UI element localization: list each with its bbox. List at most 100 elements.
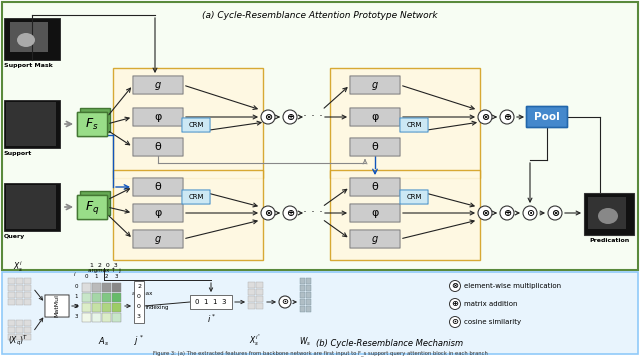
Text: indexing: indexing [146, 305, 170, 310]
Bar [8, 299, 15, 305]
Bar [16, 278, 23, 284]
Text: $F_s$: $F_s$ [85, 116, 99, 131]
Bar [92, 283, 101, 292]
Bar [82, 313, 91, 322]
FancyBboxPatch shape [350, 204, 400, 222]
Circle shape [261, 206, 275, 220]
Text: θ: θ [155, 182, 161, 192]
Bar [24, 320, 31, 326]
Bar [113, 68, 263, 178]
Bar [306, 292, 311, 298]
Bar [8, 285, 15, 291]
Bar [8, 320, 15, 326]
Bar [8, 292, 15, 298]
Circle shape [283, 206, 297, 220]
Circle shape [478, 110, 492, 124]
Circle shape [478, 206, 492, 220]
Text: $X_s^{i^*}$: $X_s^{i^*}$ [249, 332, 261, 348]
Bar [4, 18, 60, 60]
Bar [82, 283, 91, 292]
Text: θ: θ [155, 142, 161, 152]
Bar [6, 185, 56, 229]
Text: $(X_q)^T$: $(X_q)^T$ [8, 334, 28, 348]
Text: 1  2  0  3: 1 2 0 3 [90, 263, 118, 268]
Text: φ: φ [154, 208, 162, 218]
Bar [16, 334, 23, 340]
Text: 3: 3 [137, 314, 141, 319]
Text: θ: θ [372, 142, 378, 152]
Bar [248, 282, 255, 288]
Bar [102, 303, 111, 312]
Text: $A_s$: $A_s$ [99, 335, 109, 348]
Text: ⊕: ⊕ [286, 208, 294, 218]
Text: CRM: CRM [188, 122, 204, 128]
Bar [4, 100, 60, 148]
Bar [102, 313, 111, 322]
Text: · · ·: · · · [303, 111, 323, 124]
Text: ⊗: ⊗ [551, 208, 559, 218]
Text: ⊕: ⊕ [503, 112, 511, 122]
Text: · · ·: · · · [303, 207, 323, 219]
Bar [300, 299, 305, 305]
Text: cosine similarity: cosine similarity [464, 319, 521, 325]
Circle shape [261, 110, 275, 124]
Text: $X_s^i$: $X_s^i$ [13, 259, 23, 274]
Bar [300, 292, 305, 298]
Text: (b) Cycle-Resemblance Mechanism: (b) Cycle-Resemblance Mechanism [316, 339, 463, 348]
Bar [300, 285, 305, 291]
Bar [113, 170, 263, 260]
Text: 2: 2 [74, 305, 78, 310]
Text: 0: 0 [84, 274, 88, 279]
Text: 0: 0 [137, 294, 141, 299]
FancyBboxPatch shape [182, 118, 210, 132]
Bar [82, 293, 91, 302]
Bar [80, 191, 110, 215]
FancyBboxPatch shape [133, 138, 183, 156]
FancyBboxPatch shape [133, 76, 183, 94]
Text: 2: 2 [137, 284, 141, 289]
Bar [82, 303, 91, 312]
Bar [77, 112, 107, 136]
Bar [300, 306, 305, 312]
Bar [92, 313, 101, 322]
Circle shape [449, 316, 461, 328]
Text: φ: φ [154, 112, 162, 122]
Bar [134, 281, 144, 323]
Bar [256, 289, 263, 295]
Text: ⊗: ⊗ [264, 208, 272, 218]
Text: 3: 3 [74, 314, 78, 319]
Text: CRM: CRM [406, 194, 422, 200]
Circle shape [449, 299, 461, 310]
FancyBboxPatch shape [133, 178, 183, 196]
Text: ⊕: ⊕ [503, 208, 511, 218]
Text: Predication: Predication [589, 238, 629, 243]
Circle shape [548, 206, 562, 220]
Text: 2: 2 [104, 274, 108, 279]
Bar [24, 334, 31, 340]
Bar [256, 303, 263, 309]
Text: 1: 1 [74, 295, 78, 300]
Text: MatMul: MatMul [54, 295, 60, 318]
Bar [24, 285, 31, 291]
Text: argmax: argmax [132, 290, 154, 295]
FancyBboxPatch shape [133, 230, 183, 248]
Circle shape [279, 296, 291, 308]
Circle shape [500, 206, 514, 220]
Bar [102, 293, 111, 302]
Text: g: g [372, 234, 378, 244]
FancyBboxPatch shape [45, 295, 69, 317]
Text: ⊗: ⊗ [481, 112, 489, 122]
Bar [4, 183, 60, 231]
Text: i: i [74, 272, 76, 277]
Bar [80, 108, 110, 132]
Text: g: g [372, 80, 378, 90]
Text: Support: Support [4, 151, 32, 156]
Text: ⊕: ⊕ [286, 112, 294, 122]
Bar [256, 282, 263, 288]
Text: ⊕: ⊕ [451, 300, 458, 309]
Text: ⊗: ⊗ [451, 281, 458, 290]
FancyBboxPatch shape [527, 106, 568, 127]
Circle shape [500, 110, 514, 124]
Bar [24, 299, 31, 305]
Text: Support Mask: Support Mask [4, 63, 52, 68]
